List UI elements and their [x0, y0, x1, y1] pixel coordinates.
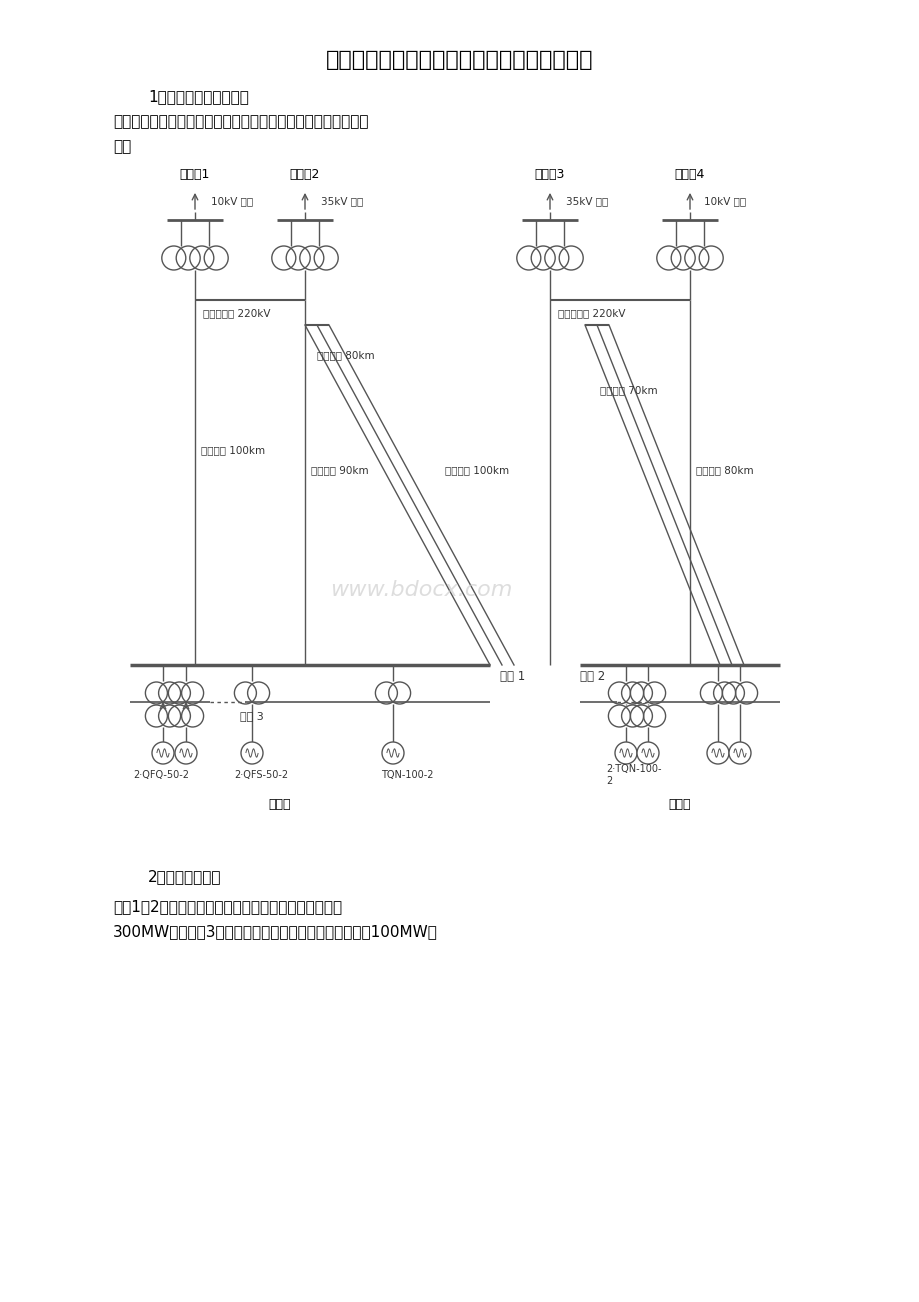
Text: 2·QFQ-50-2: 2·QFQ-50-2 [133, 769, 188, 780]
Text: 10kV 母线: 10kV 母线 [703, 197, 745, 206]
Circle shape [175, 742, 197, 764]
Text: 2·QFS-50-2: 2·QFS-50-2 [233, 769, 288, 780]
Text: 变电所1: 变电所1 [179, 168, 210, 181]
Text: 线路长为 100km: 线路长为 100km [445, 465, 508, 475]
Text: 变电所4: 变电所4 [674, 168, 705, 181]
Text: 变电所3: 变电所3 [534, 168, 564, 181]
Text: 连。: 连。 [113, 139, 131, 155]
Text: 2·TQN-100-
2: 2·TQN-100- 2 [606, 764, 661, 786]
Circle shape [614, 742, 636, 764]
Text: 变电所2: 变电所2 [289, 168, 320, 181]
Circle shape [241, 742, 263, 764]
Text: 线路长为 80km: 线路长为 80km [317, 350, 374, 359]
Text: 线路长为 80km: 线路长为 80km [696, 465, 753, 475]
Text: 线路长为 90km: 线路长为 90km [311, 465, 369, 475]
Text: 一次侧电压 220kV: 一次侧电压 220kV [558, 309, 625, 318]
Text: 母线 3: 母线 3 [240, 711, 264, 721]
Text: 10kV 母线: 10kV 母线 [210, 197, 253, 206]
Circle shape [152, 742, 174, 764]
Circle shape [728, 742, 750, 764]
Text: 线路长为 100km: 线路长为 100km [200, 445, 265, 454]
Text: 系统图：两个发电厂分别通过变压器和输电线路与四个变电所相: 系统图：两个发电厂分别通过变压器和输电线路与四个变电所相 [113, 115, 369, 129]
Text: 电厂一: 电厂一 [268, 798, 291, 811]
Text: 300MW），母线3为机压母线，机压母线上装机容量为（100MW）: 300MW），母线3为机压母线，机压母线上装机容量为（100MW） [113, 924, 437, 940]
Circle shape [381, 742, 403, 764]
Text: 母线1和2为发电厂高压母线，发电厂一总装机容量为（: 母线1和2为发电厂高压母线，发电厂一总装机容量为（ [113, 900, 342, 914]
Text: 母线 2: 母线 2 [579, 671, 605, 684]
Text: 线路长为 70km: 线路长为 70km [599, 385, 657, 395]
Text: 1原始资料的提出与分析: 1原始资料的提出与分析 [148, 90, 249, 104]
Text: 35kV 母线: 35kV 母线 [565, 197, 607, 206]
Text: 一次侧电压 220kV: 一次侧电压 220kV [203, 309, 270, 318]
Circle shape [706, 742, 728, 764]
Text: 2、发电厂资料：: 2、发电厂资料： [148, 870, 221, 884]
Text: TQN-100-2: TQN-100-2 [380, 769, 433, 780]
Text: www.bdocx.com: www.bdocx.com [330, 579, 512, 600]
Text: 电力系统课程设计报告信息工程学院课程设计: 电力系统课程设计报告信息工程学院课程设计 [326, 49, 593, 70]
Text: 电厂二: 电厂二 [668, 798, 690, 811]
Text: 母线 1: 母线 1 [499, 671, 525, 684]
Circle shape [636, 742, 658, 764]
Text: 35kV 母线: 35kV 母线 [321, 197, 363, 206]
